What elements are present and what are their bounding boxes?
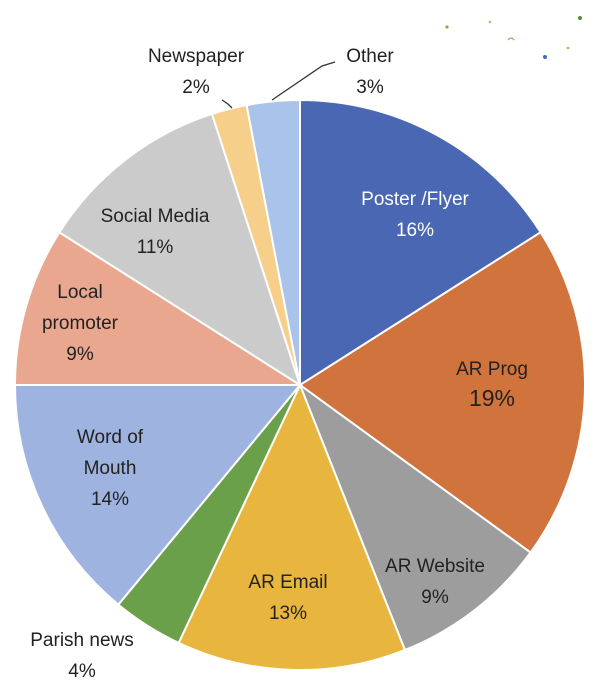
slice-value-label: 13% [269, 603, 307, 624]
slice-label: Social Media 11% [101, 206, 210, 258]
pie-slice-local-promoter [13, 230, 304, 386]
slice-label: AR Email 13% [248, 572, 327, 624]
leader-lines [221, 61, 336, 109]
leader-line-newspaper [221, 99, 233, 109]
pie-slice-word-of-mouth [13, 384, 303, 607]
slice-value-label: 14% [91, 489, 129, 510]
pie-slice-ar-prog [298, 230, 586, 554]
slice-value-label: 16% [396, 220, 434, 241]
slice-label: AR Prog 19% [456, 359, 528, 411]
slice-label: Other 3% [346, 46, 394, 98]
slice-name-label: AR Prog [456, 359, 528, 380]
slice-value-label: 3% [356, 77, 384, 98]
slice-name-label: AR Email [248, 572, 327, 593]
leader-line-other [271, 61, 336, 101]
slice-value-label: 4% [68, 661, 96, 682]
slice-value-label: 9% [66, 344, 94, 365]
slice-label: Local promoter 9% [42, 282, 119, 365]
slice-value-label: 2% [182, 77, 210, 98]
slice-name-label: Local [57, 282, 102, 303]
pie-slice-ar-website [297, 382, 532, 652]
pie-slice-social-media [57, 112, 302, 388]
slice-name-label: Word of [77, 427, 144, 448]
slice-name-label: Poster /Flyer [361, 189, 469, 210]
slice-name-label: Mouth [84, 458, 137, 479]
slice-value-label: 11% [137, 237, 174, 258]
pie-slice-poster-flyer [299, 98, 543, 387]
slice-label: Parish news 4% [30, 630, 134, 682]
slice-label: Word of Mouth 14% [77, 427, 144, 510]
slice-name-label: AR Website [385, 556, 485, 577]
slice-name-label: Newspaper [148, 46, 245, 67]
pie-slices [13, 98, 586, 671]
slice-labels: Poster /Flyer 16%AR Prog 19%AR Website 9%AR… [30, 46, 528, 682]
decorative-marks [445, 16, 582, 59]
pie-slice-ar-email [177, 382, 407, 671]
slice-value-label: 9% [421, 587, 449, 608]
slice-label: Newspaper 2% [148, 46, 245, 98]
slice-label: AR Website 9% [385, 556, 485, 608]
slice-name-label: Other [346, 46, 394, 67]
slice-name-label: promoter [42, 313, 119, 334]
slice-value-label: 19% [469, 385, 515, 411]
pie-slice-other [245, 98, 301, 386]
slice-name-label: Parish news [30, 630, 134, 651]
slice-name-label: Social Media [101, 206, 210, 227]
slice-label: Poster /Flyer 16% [361, 189, 469, 241]
